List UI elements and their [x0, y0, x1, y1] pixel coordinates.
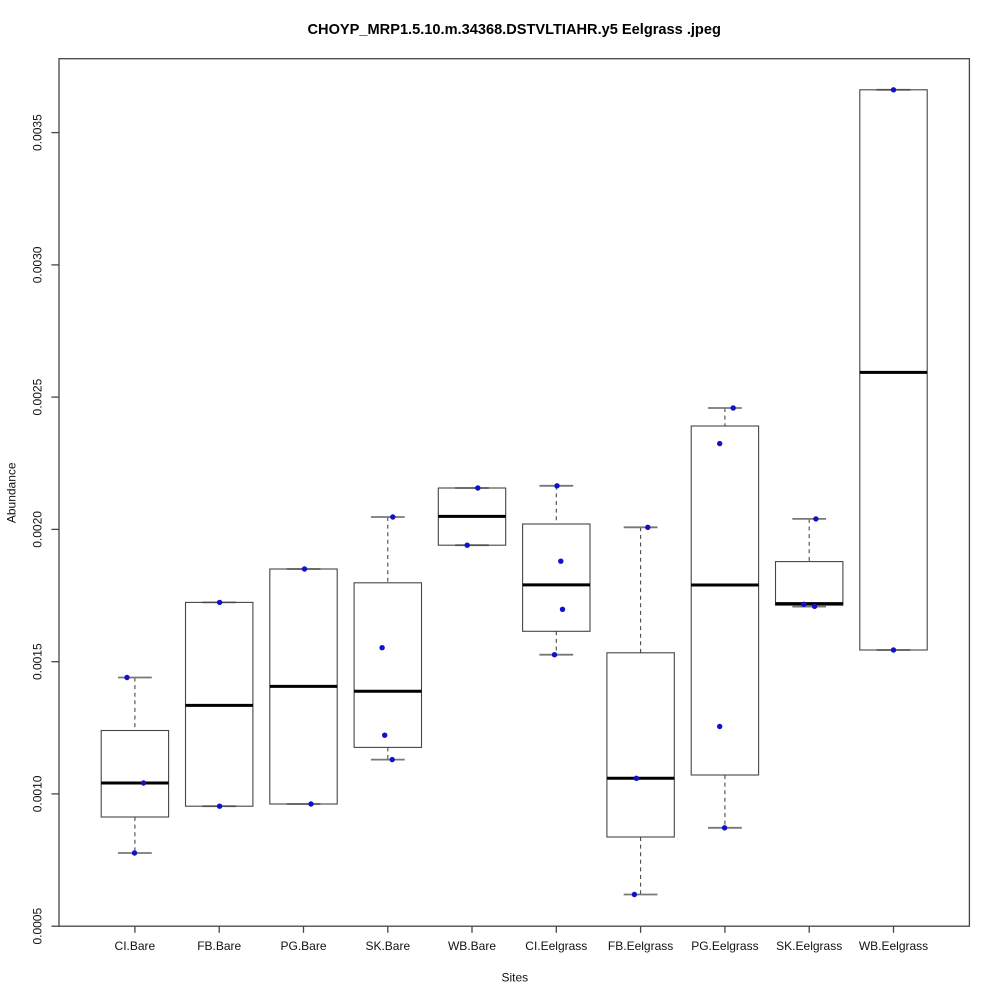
svg-text:FB.Bare: FB.Bare	[197, 939, 241, 953]
svg-text:0.0015: 0.0015	[31, 643, 45, 680]
svg-text:0.0005: 0.0005	[31, 908, 45, 945]
svg-text:PG.Eelgrass: PG.Eelgrass	[691, 939, 758, 953]
svg-text:PG.Bare: PG.Bare	[280, 939, 326, 953]
svg-text:0.0020: 0.0020	[31, 511, 45, 548]
svg-text:Sites: Sites	[501, 970, 528, 984]
svg-text:FB.Eelgrass: FB.Eelgrass	[608, 939, 673, 953]
svg-text:CHOYP_MRP1.5.10.m.34368.DSTVLT: CHOYP_MRP1.5.10.m.34368.DSTVLTIAHR.y5 Ee…	[308, 22, 721, 38]
svg-text:CI.Eelgrass: CI.Eelgrass	[525, 939, 587, 953]
svg-text:SK.Bare: SK.Bare	[365, 939, 410, 953]
svg-text:0.0025: 0.0025	[31, 378, 45, 415]
svg-text:WB.Eelgrass: WB.Eelgrass	[859, 939, 928, 953]
svg-text:Abundance: Abundance	[4, 462, 18, 523]
svg-text:0.0030: 0.0030	[31, 246, 45, 283]
svg-text:CI.Bare: CI.Bare	[115, 939, 156, 953]
svg-text:SK.Eelgrass: SK.Eelgrass	[776, 939, 842, 953]
svg-text:0.0010: 0.0010	[31, 775, 45, 812]
svg-text:0.0035: 0.0035	[31, 114, 45, 151]
svg-text:WB.Bare: WB.Bare	[448, 939, 496, 953]
